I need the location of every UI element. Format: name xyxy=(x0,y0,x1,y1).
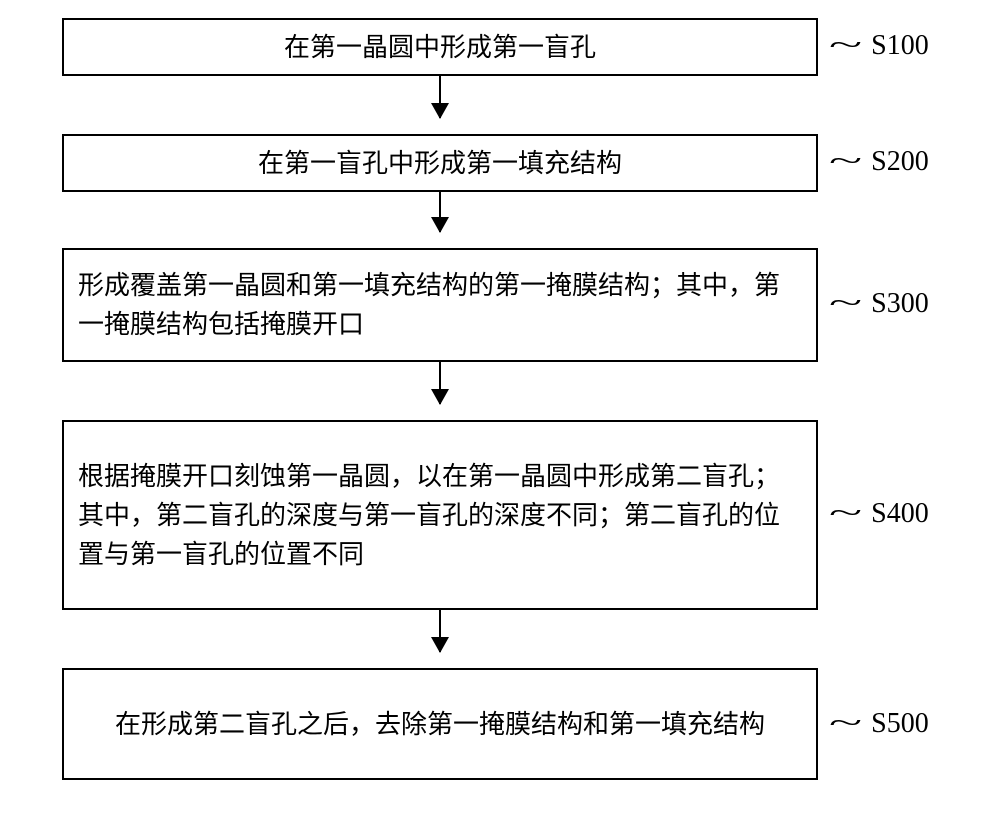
flowchart-canvas: 在第一晶圆中形成第一盲孔 ~ S100 在第一盲孔中形成第一填充结构 ~ S20… xyxy=(0,0,1000,836)
step-id: S200 xyxy=(871,146,929,178)
tilde-icon: ~ xyxy=(829,30,862,62)
step-box-s500: 在形成第二盲孔之后，去除第一掩膜结构和第一填充结构 xyxy=(62,668,818,780)
flow-arrow-2 xyxy=(439,192,441,232)
tilde-icon: ~ xyxy=(829,708,862,740)
step-box-s200: 在第一盲孔中形成第一填充结构 xyxy=(62,134,818,192)
tilde-icon: ~ xyxy=(829,146,862,178)
step-id: S300 xyxy=(871,288,929,320)
step-text: 在第一盲孔中形成第一填充结构 xyxy=(258,144,622,183)
step-box-s400: 根据掩膜开口刻蚀第一晶圆，以在第一晶圆中形成第二盲孔；其中，第二盲孔的深度与第一… xyxy=(62,420,818,610)
flow-arrow-3 xyxy=(439,362,441,404)
step-text: 根据掩膜开口刻蚀第一晶圆，以在第一晶圆中形成第二盲孔；其中，第二盲孔的深度与第一… xyxy=(78,457,802,574)
tilde-icon: ~ xyxy=(829,498,862,530)
step-id: S400 xyxy=(871,498,929,530)
step-box-s100: 在第一晶圆中形成第一盲孔 xyxy=(62,18,818,76)
step-label-s200: ~ S200 xyxy=(838,146,929,178)
step-id: S500 xyxy=(871,708,929,740)
step-label-s500: ~ S500 xyxy=(838,708,929,740)
tilde-icon: ~ xyxy=(829,288,862,320)
step-id: S100 xyxy=(871,30,929,62)
step-label-s300: ~ S300 xyxy=(838,288,929,320)
step-text: 在形成第二盲孔之后，去除第一掩膜结构和第一填充结构 xyxy=(115,705,765,744)
step-text: 形成覆盖第一晶圆和第一填充结构的第一掩膜结构；其中，第一掩膜结构包括掩膜开口 xyxy=(78,266,802,344)
step-box-s300: 形成覆盖第一晶圆和第一填充结构的第一掩膜结构；其中，第一掩膜结构包括掩膜开口 xyxy=(62,248,818,362)
step-text: 在第一晶圆中形成第一盲孔 xyxy=(284,28,596,67)
step-label-s400: ~ S400 xyxy=(838,498,929,530)
flow-arrow-4 xyxy=(439,610,441,652)
step-label-s100: ~ S100 xyxy=(838,30,929,62)
flow-arrow-1 xyxy=(439,76,441,118)
